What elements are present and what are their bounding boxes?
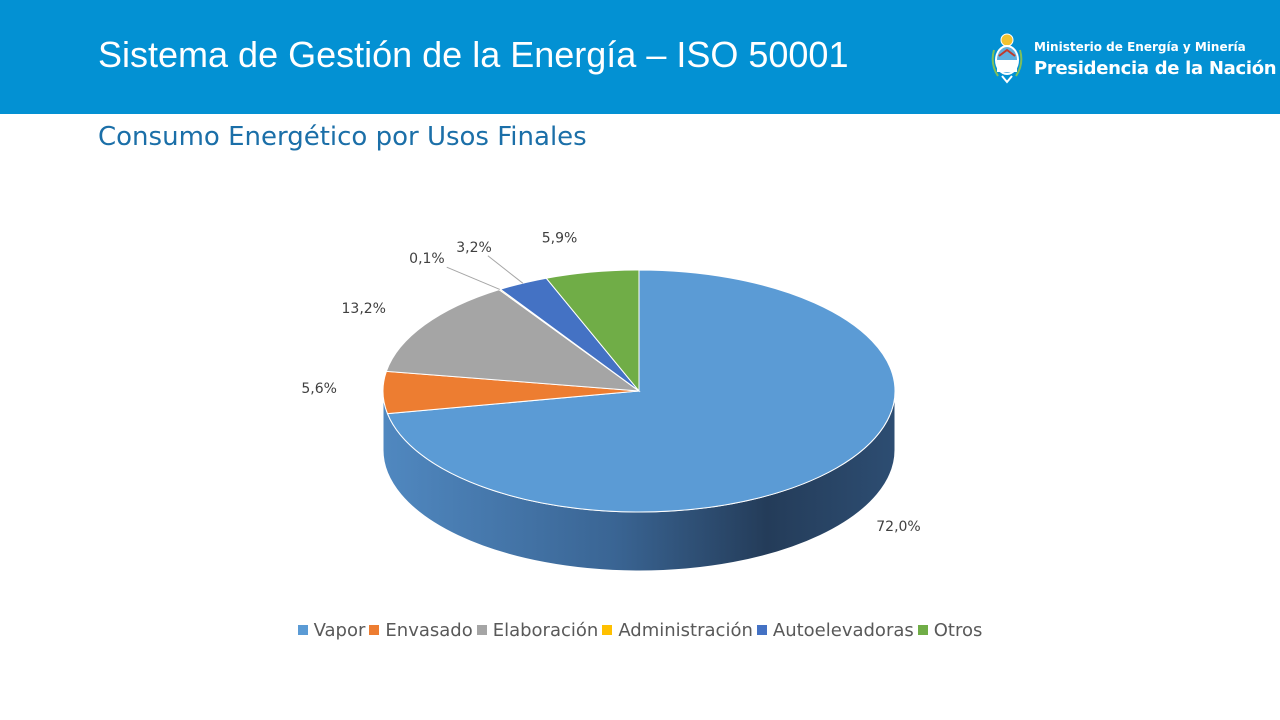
data-label-vapor: 72,0% [876, 519, 920, 535]
legend-label: Otros [933, 620, 983, 641]
chart-legend: Vapor Envasado Elaboración Administración Au… [0, 620, 1280, 641]
legend-item-elaboracion: Elaboración [476, 620, 599, 641]
legend-label: Autoelevadoras [772, 620, 914, 641]
legend-label: Vapor [313, 620, 366, 641]
data-label-envasado: 5,6% [301, 381, 337, 397]
chart-subtitle: Consumo Energético por Usos Finales [98, 122, 587, 152]
ministry-name: Ministerio de Energía y Minería [1034, 40, 1246, 54]
presidency-name: Presidencia de la Nación [1034, 58, 1277, 79]
legend-item-vapor: Vapor [297, 620, 366, 641]
pie-slice-vapor [386, 269, 896, 513]
ministry-logo: Ministerio de Energía y Minería Presiden… [990, 30, 1277, 86]
legend-swatch [297, 625, 308, 635]
leader-line-autoelevadoras [487, 255, 524, 284]
data-label-elaboracion: 13,2% [342, 301, 386, 317]
legend-swatch [602, 625, 613, 635]
data-label-administracion: 0,1% [409, 251, 445, 267]
legend-label: Elaboración [492, 620, 599, 641]
leader-line-administracion [446, 266, 500, 290]
legend-swatch [917, 625, 928, 635]
data-label-otros: 5,9% [542, 231, 578, 247]
legend-label: Administración [618, 620, 753, 641]
legend-swatch [369, 625, 380, 635]
legend-item-autoelevadoras: Autoelevadoras [756, 620, 914, 641]
legend-item-administracion: Administración [602, 620, 753, 641]
legend-swatch [476, 625, 487, 635]
legend-item-otros: Otros [917, 620, 983, 641]
coat-of-arms-icon [991, 33, 1023, 84]
pie-slice-elaboracion [385, 289, 641, 392]
header-bar: Sistema de Gestión de la Energía – ISO 5… [0, 0, 1280, 114]
legend-label: Envasado [385, 620, 473, 641]
pie-slice-otros [545, 269, 640, 393]
legend-item-envasado: Envasado [369, 620, 473, 641]
legend-swatch [756, 625, 767, 635]
page-title: Sistema de Gestión de la Energía – ISO 5… [98, 34, 849, 75]
data-label-autoelevadoras: 3,2% [456, 240, 492, 256]
